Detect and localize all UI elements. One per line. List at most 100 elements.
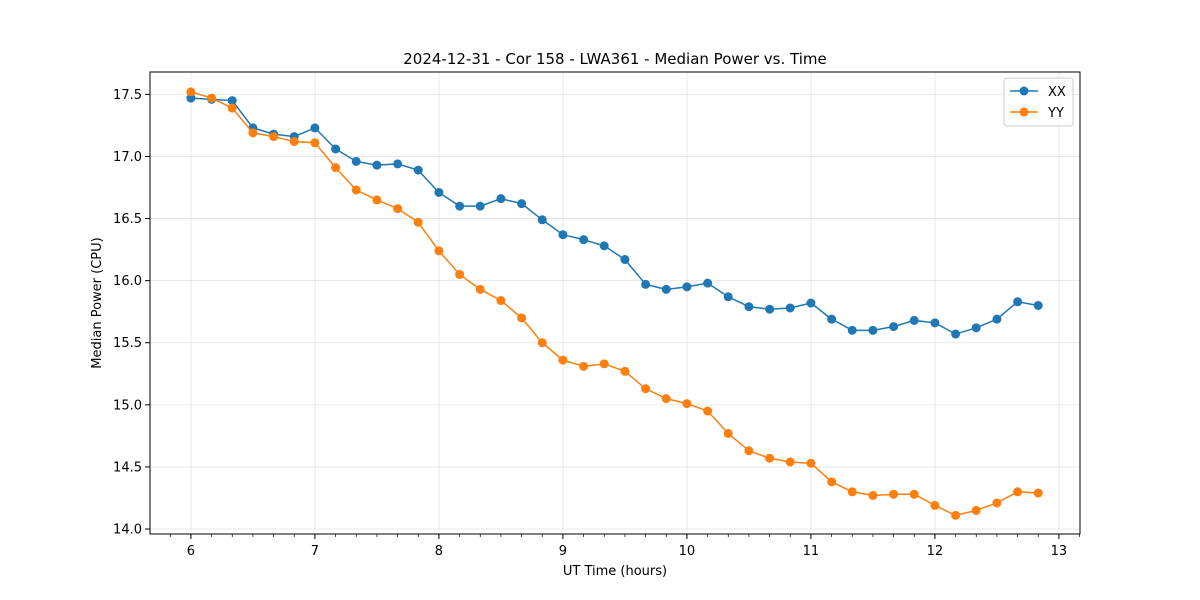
data-point-xx [186,93,196,103]
data-series [186,87,1043,520]
data-point-yy [847,487,857,497]
y-tick-label: 14.0 [113,523,142,538]
data-point-xx [620,255,630,265]
data-point-yy [455,269,465,279]
plot-frame [149,71,1081,535]
data-point-yy [909,489,919,499]
data-point-yy [351,185,361,195]
y-tick-label: 17.5 [113,88,142,103]
data-point-yy [744,446,754,456]
data-point-yy [682,399,692,409]
data-point-xx [682,282,692,292]
data-point-xx [579,235,589,245]
data-point-yy [310,138,320,148]
axes: 6 7 8 9 10 11 12 13 14.0 14.5 15.0 15.5 16.0 16.5 17.0… [113,88,1080,559]
data-point-yy [207,93,217,103]
x-tick-label: 6 [187,544,195,559]
data-point-yy [641,384,651,394]
data-point-yy [1013,487,1023,497]
data-point-yy [517,313,527,323]
x-tick-label: 12 [927,544,944,559]
data-point-yy [785,457,795,467]
y-axis-title: Median Power (CPU) [90,237,105,368]
y-tick-label: 17.0 [113,150,142,165]
data-point-xx [372,160,382,170]
data-point-xx [537,215,547,225]
data-point-yy [806,458,816,468]
data-point-xx [227,96,237,106]
data-point-yy [599,359,609,369]
data-point-xx [1013,297,1023,307]
grid-lines [150,72,1080,534]
legend-marker-xx [1019,86,1029,96]
data-point-xx [868,325,878,335]
data-point-yy [475,284,485,294]
chart-title: 2024-12-31 - Cor 158 - LWA361 - Median P… [403,50,827,68]
data-point-yy [248,128,258,138]
data-point-xx [455,201,465,211]
data-point-xx [744,302,754,312]
data-point-xx [971,323,981,333]
data-point-yy [868,491,878,500]
data-point-xx [765,304,775,314]
data-point-xx [889,322,899,332]
x-tick-label: 10 [679,544,696,559]
data-point-xx [351,156,361,166]
x-tick-label: 11 [803,544,820,559]
x-tick-label: 9 [559,544,567,559]
y-tick-label: 14.5 [113,460,142,475]
data-point-xx [827,314,837,324]
data-point-xx [475,201,485,211]
data-point-xx [517,199,527,209]
data-point-xx [909,315,919,325]
y-tick-label: 15.0 [113,398,142,413]
data-point-xx [310,123,320,133]
data-point-xx [785,303,795,313]
data-point-yy [992,498,1002,508]
data-point-yy [1033,488,1043,498]
data-point-xx [1033,300,1043,310]
data-point-xx [847,325,857,335]
data-point-yy [827,477,837,487]
data-point-yy [930,500,940,510]
data-point-yy [269,132,279,142]
data-point-yy [558,355,568,365]
data-point-xx [951,329,961,339]
data-point-yy [579,361,589,371]
legend-label-yy: YY [1047,106,1064,121]
legend-marker-yy [1019,107,1029,117]
data-point-yy [393,204,403,214]
data-point-xx [661,284,671,294]
data-point-yy [661,394,671,404]
data-point-yy [496,296,506,306]
y-tick-label: 16.0 [113,274,142,289]
y-tick-label: 16.5 [113,212,142,227]
data-point-xx [703,278,713,288]
legend-label-xx: XX [1048,85,1066,100]
data-point-yy [703,406,713,416]
data-point-xx [331,144,341,154]
data-point-yy [227,103,237,113]
data-point-xx [806,298,816,308]
data-point-xx [434,187,444,197]
data-point-yy [951,510,961,520]
data-point-xx [930,318,940,328]
data-point-yy [186,87,196,97]
data-point-yy [537,338,547,348]
data-point-xx [641,279,651,289]
data-point-xx [599,241,609,251]
data-point-xx [413,165,423,175]
data-point-yy [289,137,299,147]
x-tick-label: 8 [435,544,443,559]
x-tick-label: 13 [1051,544,1068,559]
x-axis-title: UT Time (hours) [563,564,667,579]
data-point-yy [765,453,775,463]
data-point-yy [971,505,981,515]
data-point-yy [413,217,423,227]
data-point-yy [331,163,341,173]
x-tick-label: 7 [311,544,319,559]
data-point-yy [889,489,899,499]
data-point-xx [992,314,1002,324]
data-point-yy [434,246,444,256]
